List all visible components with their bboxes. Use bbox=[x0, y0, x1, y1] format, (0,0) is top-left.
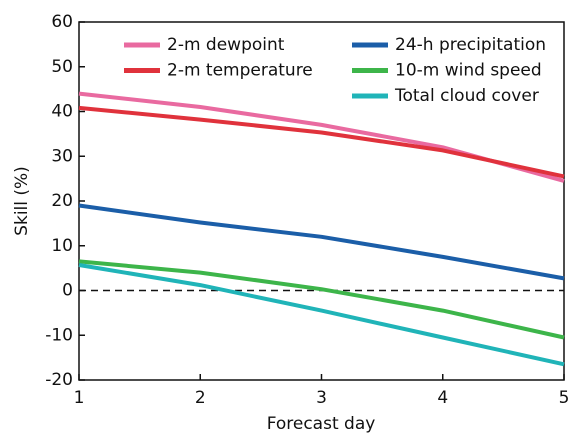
y-tick-label: -10 bbox=[45, 325, 73, 345]
y-tick-label: 0 bbox=[62, 281, 73, 301]
y-tick-label: 50 bbox=[51, 57, 73, 77]
legend-label: 10-m wind speed bbox=[395, 61, 542, 81]
legend-label: 2-m temperature bbox=[167, 61, 313, 81]
y-tick-label: 20 bbox=[51, 191, 73, 211]
y-axis-label: Skill (%) bbox=[12, 166, 32, 236]
x-tick-label: 5 bbox=[559, 388, 570, 408]
x-tick-label: 1 bbox=[74, 388, 85, 408]
x-tick-label: 2 bbox=[195, 388, 206, 408]
y-tick-label: 40 bbox=[51, 102, 73, 122]
series-line bbox=[78, 203, 565, 281]
series-line bbox=[78, 263, 565, 367]
legend-label: Total cloud cover bbox=[394, 86, 539, 106]
series-line bbox=[78, 91, 565, 183]
x-tick-label: 3 bbox=[316, 388, 327, 408]
x-axis-label: Forecast day bbox=[267, 414, 376, 434]
x-tick-label: 4 bbox=[437, 388, 448, 408]
series-line bbox=[78, 105, 565, 179]
legend-label: 2-m dewpoint bbox=[167, 35, 285, 55]
y-tick-label: -20 bbox=[45, 370, 73, 390]
y-tick-label: 60 bbox=[51, 12, 73, 32]
series-line bbox=[78, 259, 565, 340]
y-tick-label: 10 bbox=[51, 236, 73, 256]
legend-label: 24-h precipitation bbox=[395, 35, 546, 55]
y-tick-label: 30 bbox=[51, 146, 73, 166]
